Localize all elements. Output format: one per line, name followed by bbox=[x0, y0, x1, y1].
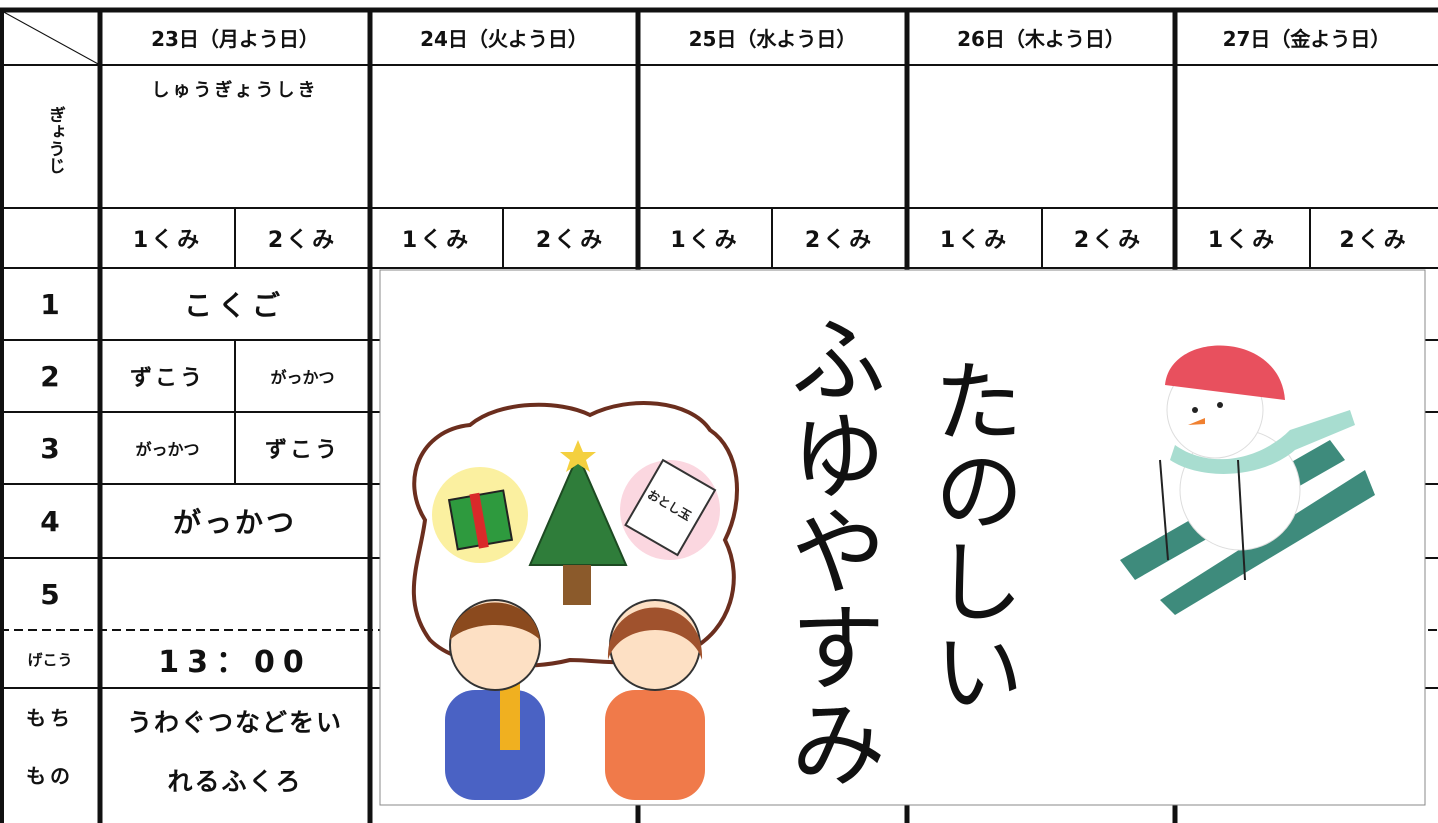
subject: がっかつ bbox=[135, 440, 200, 459]
day-header: 24日（火よう日） bbox=[420, 27, 588, 51]
period-label: 1 bbox=[40, 287, 60, 321]
subject: ずこう bbox=[129, 366, 205, 391]
day-header: 26日（木よう日） bbox=[957, 27, 1125, 51]
day-header: 27日（金よう日） bbox=[1222, 27, 1391, 51]
banner-title: ふゆやすみ bbox=[774, 310, 886, 790]
period-label: 3 bbox=[40, 431, 60, 465]
belongings-item: うわぐつなどをい bbox=[126, 708, 343, 737]
class-label: 1くみ bbox=[1207, 228, 1278, 253]
class-label: 1くみ bbox=[670, 228, 740, 253]
dismissal-label: げこう bbox=[27, 650, 73, 669]
subject: がっかつ bbox=[172, 506, 297, 539]
belongings-label: もち bbox=[26, 705, 74, 730]
events-label: ぎょうじ bbox=[44, 106, 65, 174]
subject: がっかつ bbox=[270, 368, 335, 387]
day-header: 23日（月よう日） bbox=[151, 27, 319, 51]
day-header: 25日（水よう日） bbox=[688, 27, 857, 51]
banner-subtitle: たのしい bbox=[918, 355, 1023, 715]
event: しゅうぎょうしき bbox=[151, 80, 319, 101]
subject: ずこう bbox=[264, 438, 340, 463]
class-label: 2くみ bbox=[804, 228, 875, 253]
subject: こくご bbox=[183, 289, 286, 322]
belongings-item: れるふくろ bbox=[167, 767, 303, 796]
period-label: 4 bbox=[40, 504, 60, 538]
class-label: 2くみ bbox=[1339, 228, 1409, 253]
dismissal-time: 13：00 bbox=[158, 645, 312, 680]
class-label: 1くみ bbox=[132, 228, 203, 253]
belongings-label: もの bbox=[26, 763, 74, 788]
class-label: 2くみ bbox=[1073, 228, 1144, 253]
period-label: 2 bbox=[40, 359, 60, 393]
period-label: 5 bbox=[40, 577, 60, 611]
class-label: 1くみ bbox=[939, 228, 1010, 253]
class-label: 2くみ bbox=[267, 228, 338, 253]
class-label: 2くみ bbox=[535, 228, 606, 253]
class-label: 1くみ bbox=[401, 228, 472, 253]
